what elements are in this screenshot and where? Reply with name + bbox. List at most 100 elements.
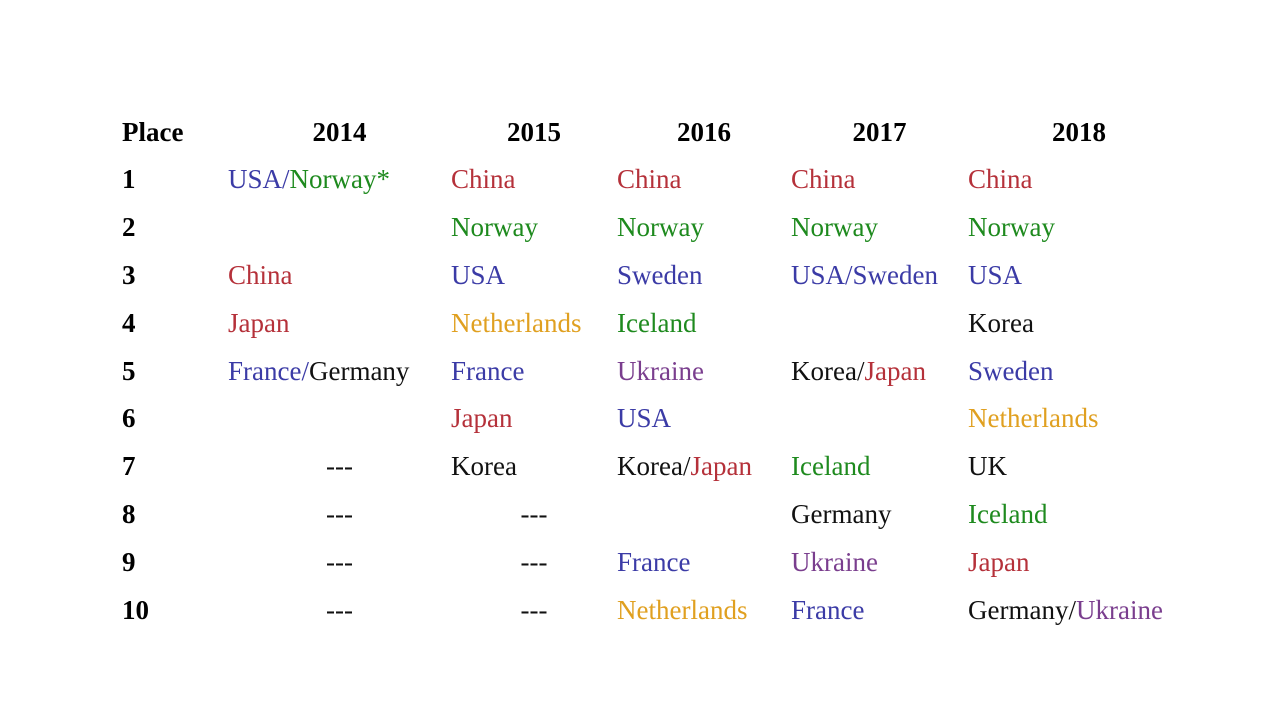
country-name: Norway <box>451 212 538 243</box>
ranking-cell: USA <box>451 252 617 300</box>
ranking-cell: Japan <box>968 538 1190 586</box>
country-name: Norway <box>968 212 1055 243</box>
country-name: Norway <box>617 212 704 243</box>
table-row: 9 --- --- France Ukraine Japan <box>122 538 1190 586</box>
ranking-cell: Korea/Japan <box>791 347 968 395</box>
ranking-cell: China <box>968 156 1190 204</box>
ranking-cell: Netherlands <box>451 299 617 347</box>
ranking-cell: Netherlands <box>617 586 791 634</box>
table-row: 1 USA/Norway* China China China China <box>122 156 1190 204</box>
country-name: China <box>228 259 293 290</box>
country-name: Korea/ <box>617 451 691 482</box>
ranking-cell: Iceland <box>617 299 791 347</box>
country-name: Germany/ <box>968 594 1076 625</box>
country-name: Netherlands <box>968 403 1099 434</box>
country-name: Sweden <box>968 355 1054 386</box>
country-name: --- <box>520 498 548 529</box>
ranking-cell: Ukraine <box>617 347 791 395</box>
country-name: Ukraine <box>791 546 878 577</box>
country-name: Korea <box>451 451 517 482</box>
header-year: 2014 <box>312 116 367 147</box>
ranking-cell: Japan <box>451 395 617 443</box>
country-name: Japan <box>690 451 752 482</box>
country-name: France <box>451 355 525 386</box>
ranking-cell: Korea <box>968 299 1190 347</box>
country-name: Iceland <box>791 451 871 482</box>
country-name: Japan <box>864 355 926 386</box>
header-place: Place <box>122 116 184 147</box>
country-name: Norway* <box>289 164 390 195</box>
place-number: 9 <box>122 546 136 577</box>
ranking-cell: Norway <box>451 204 617 252</box>
country-name: Norway <box>791 212 878 243</box>
country-name: Ukraine <box>617 355 704 386</box>
ranking-cell <box>617 491 791 539</box>
country-name: --- <box>520 594 548 625</box>
ranking-cell: --- <box>228 443 451 491</box>
ranking-cell: --- <box>451 491 617 539</box>
ranking-cell: Korea/Japan <box>617 443 791 491</box>
table-row: 8 --- --- Germany Iceland <box>122 491 1190 539</box>
country-name: Korea <box>968 307 1034 338</box>
country-name: Iceland <box>617 307 697 338</box>
ranking-cell: --- <box>228 538 451 586</box>
ranking-cell: --- <box>451 586 617 634</box>
ranking-cell: USA <box>617 395 791 443</box>
country-name: USA <box>968 259 1023 290</box>
country-name: China <box>791 164 856 195</box>
ranking-cell: Iceland <box>791 443 968 491</box>
header-year: 2018 <box>1052 116 1106 147</box>
country-name: China <box>617 164 682 195</box>
table-row: 5 France/Germany France Ukraine Korea/Japan S… <box>122 347 1190 395</box>
ranking-cell: France <box>451 347 617 395</box>
place-number: 5 <box>122 355 136 386</box>
country-name: Japan <box>968 546 1030 577</box>
place-number: 7 <box>122 451 136 482</box>
ranking-cell: Korea <box>451 443 617 491</box>
ranking-cell: Japan <box>228 299 451 347</box>
country-name: Germany <box>791 498 892 529</box>
place-number: 2 <box>122 212 136 243</box>
ranking-cell: France <box>791 586 968 634</box>
ranking-cell: Germany/Ukraine <box>968 586 1190 634</box>
ranking-cell: --- <box>228 586 451 634</box>
ranking-cell: USA/Sweden <box>791 252 968 300</box>
country-name: Iceland <box>968 498 1048 529</box>
ranking-cell: USA <box>968 252 1190 300</box>
header-year: 2017 <box>852 116 907 147</box>
country-name: USA/Sweden <box>791 259 938 290</box>
table-row: 7 --- Korea Korea/Japan Iceland UK <box>122 443 1190 491</box>
country-name: USA <box>617 403 672 434</box>
ranking-cell: --- <box>451 538 617 586</box>
place-number: 8 <box>122 498 136 529</box>
ranking-cell: USA/Norway* <box>228 156 451 204</box>
ranking-cell: Norway <box>968 204 1190 252</box>
country-name: USA/ <box>228 164 290 195</box>
country-name: China <box>451 164 516 195</box>
country-name: Netherlands <box>451 307 582 338</box>
country-name: France <box>791 594 865 625</box>
country-name: --- <box>326 498 353 529</box>
header-year: 2015 <box>507 116 561 147</box>
ranking-cell: Netherlands <box>968 395 1190 443</box>
country-name: --- <box>326 451 353 482</box>
country-name: Sweden <box>617 259 703 290</box>
table-row: 10 --- --- Netherlands France Germany/Ukraine <box>122 586 1190 634</box>
ranking-cell: --- <box>228 491 451 539</box>
ranking-cell: Norway <box>791 204 968 252</box>
ranking-cell: Ukraine <box>791 538 968 586</box>
ranking-cell: China <box>451 156 617 204</box>
ranking-cell: Sweden <box>617 252 791 300</box>
ranking-cell: Iceland <box>968 491 1190 539</box>
country-name: UK <box>968 451 1007 482</box>
header-row: Place 2014 2015 2016 2017 2018 <box>122 108 1190 156</box>
ranking-table: Place 2014 2015 2016 2017 2018 1 USA/Norw… <box>122 108 1190 634</box>
place-number: 10 <box>122 594 149 625</box>
table-row: 2 Norway Norway Norway Norway <box>122 204 1190 252</box>
country-name: France/ <box>228 355 309 386</box>
ranking-cell: China <box>617 156 791 204</box>
ranking-cell: Sweden <box>968 347 1190 395</box>
country-name: France <box>617 546 691 577</box>
country-name: Ukraine <box>1075 594 1163 625</box>
ranking-cell <box>228 395 451 443</box>
